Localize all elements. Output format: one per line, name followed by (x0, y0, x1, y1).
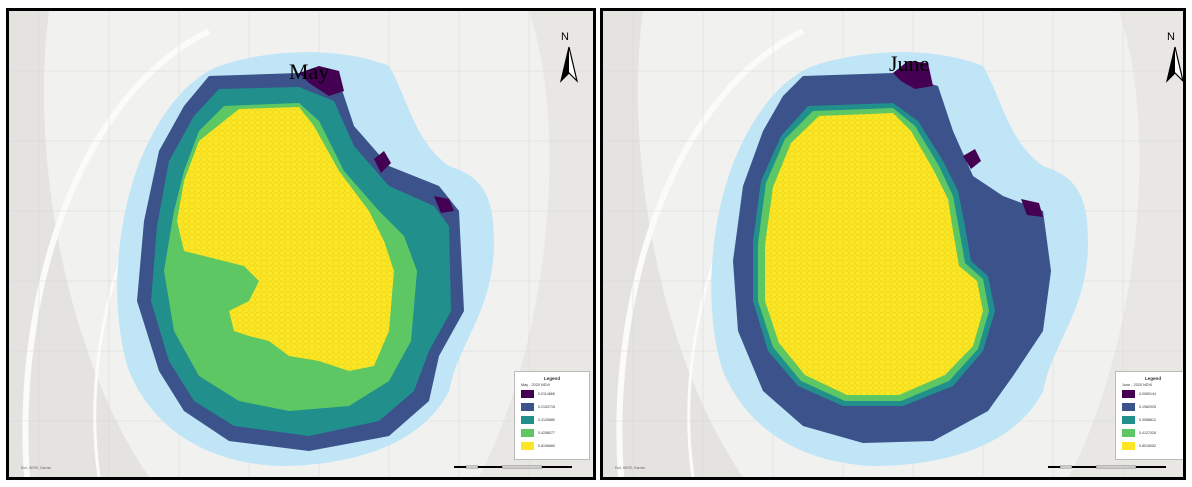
ndvi-class-5-region (765, 113, 983, 395)
legend-swatch (1122, 442, 1135, 450)
north-arrow-label: N (1167, 31, 1175, 43)
legend-label: 0.3125880 (538, 418, 555, 422)
legend-title: Legend (1144, 376, 1162, 381)
legend-swatch (521, 416, 534, 424)
legend-title: Legend (543, 376, 561, 381)
legend-item: 0.8016052 (1122, 442, 1183, 450)
legend-item: 0.0089144 (1122, 390, 1183, 398)
legend-label: 0.0089144 (1139, 392, 1156, 396)
legend-swatch (1122, 429, 1135, 437)
map-canvas-may (9, 11, 593, 477)
north-arrow-icon (559, 46, 579, 83)
legend-label: 0.4127026 (1139, 431, 1156, 435)
terrain-shade (479, 11, 593, 477)
north-arrow-icon (1165, 46, 1183, 83)
ndvi-class-1-patch (299, 66, 344, 96)
legend-item: 0.4258077 (521, 429, 583, 437)
terrain-shade (1069, 11, 1183, 477)
ndvi-class-5-region (177, 107, 394, 371)
legend-label: 0.8016052 (1139, 444, 1156, 448)
ndvi-class-1-patch (893, 61, 933, 89)
legend-label: 0.3088812 (1139, 418, 1156, 422)
map-title: May (289, 59, 330, 84)
legend-item: 0.0114866 (521, 390, 583, 398)
terrain-shade (9, 11, 149, 477)
map-canvas-june (603, 11, 1183, 477)
ndvi-class-1-patch (1021, 199, 1043, 217)
legend-swatch (521, 429, 534, 437)
legend-label: 0.4258077 (538, 431, 555, 435)
map-panel-june: June N Legend June - 2020 NDVI 0.0089144… (600, 8, 1186, 480)
ndvi-class-1-patch (963, 149, 981, 169)
map-legend: Legend June - 2020 NDVI 0.0089144 0.1982… (1115, 371, 1183, 460)
terrain-ridge (616, 28, 805, 477)
legend-item: 0.3088812 (1122, 416, 1183, 424)
legend-subtitle: June - 2020 NDVI (1122, 383, 1153, 387)
map-panel-may: May N Legend May - 2020 NDVI 0.0114866 0… (6, 8, 596, 480)
scale-bar (454, 465, 572, 469)
legend-label: 0.0114866 (538, 392, 555, 396)
legend-item: 0.3125880 (521, 416, 583, 424)
scale-bar (1048, 465, 1166, 469)
legend-item: 0.4127026 (1122, 429, 1183, 437)
legend-label: 0.2153715 (538, 405, 555, 409)
legend-item: 0.8196660 (521, 442, 583, 450)
legend-label: 0.8196660 (538, 444, 555, 448)
legend-swatch (1122, 403, 1135, 411)
legend-swatch (1122, 390, 1135, 398)
legend-swatch (521, 442, 534, 450)
legend-swatch (1122, 416, 1135, 424)
north-arrow-label: N (561, 31, 569, 43)
ndvi-class-1-patch (374, 151, 391, 173)
map-title: June (889, 51, 930, 76)
map-legend: Legend May - 2020 NDVI 0.0114866 0.21537… (514, 371, 590, 460)
ndvi-class-1-patch (434, 196, 454, 213)
map-credit: Esri, HERE, Garmin (615, 466, 646, 470)
map-credit: Esri, HERE, Garmin (21, 466, 52, 470)
legend-swatch (521, 390, 534, 398)
terrain-ridge (22, 28, 211, 477)
legend-swatch (521, 403, 534, 411)
legend-label: 0.1982025 (1139, 405, 1156, 409)
legend-subtitle: May - 2020 NDVI (521, 383, 551, 387)
legend-item: 0.1982025 (1122, 403, 1183, 411)
legend-item: 0.2153715 (521, 403, 583, 411)
terrain-shade (603, 11, 743, 477)
